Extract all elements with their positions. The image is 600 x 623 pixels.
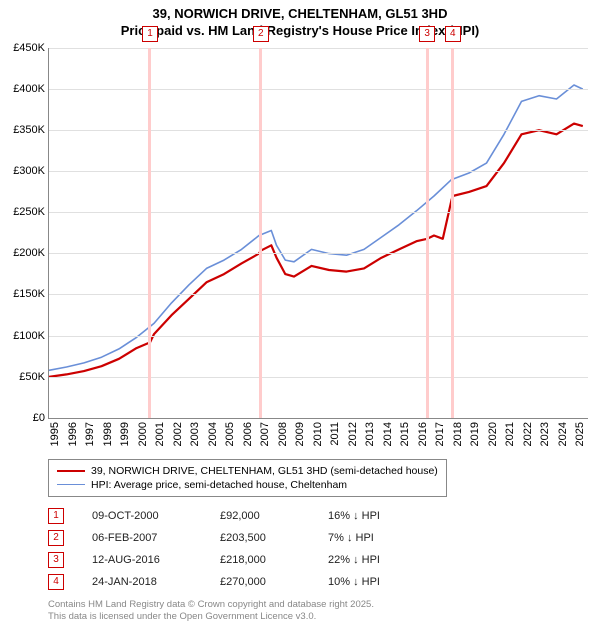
x-axis-label: 2020	[487, 422, 499, 446]
legend-item: HPI: Average price, semi-detached house,…	[57, 478, 438, 492]
legend-label: 39, NORWICH DRIVE, CHELTENHAM, GL51 3HD …	[91, 465, 438, 477]
x-axis-label: 2015	[399, 422, 411, 446]
chart-svg	[49, 48, 588, 418]
sale-marker-line	[148, 48, 151, 418]
sales-price: £218,000	[220, 554, 300, 566]
x-axis-label: 2003	[189, 422, 201, 446]
sales-row: 2 06-FEB-2007 £203,500 7% ↓ HPI	[48, 527, 600, 549]
sales-hpi-diff: 7% ↓ HPI	[328, 532, 418, 544]
sales-price: £270,000	[220, 576, 300, 588]
x-axis-label: 2023	[539, 422, 551, 446]
gridline	[49, 377, 588, 378]
x-axis-label: 2004	[207, 422, 219, 446]
y-axis-label: £350K	[13, 124, 45, 136]
x-axis-label: 2008	[277, 422, 289, 446]
gridline	[49, 212, 588, 213]
y-axis-label: £400K	[13, 83, 45, 95]
x-axis-label: 2011	[329, 422, 341, 446]
footnote-line-1: Contains HM Land Registry data © Crown c…	[48, 599, 600, 611]
y-axis-label: £300K	[13, 165, 45, 177]
x-axis-label: 1996	[67, 422, 79, 446]
sales-date: 09-OCT-2000	[92, 510, 192, 522]
sales-price: £92,000	[220, 510, 300, 522]
chart-title: 39, NORWICH DRIVE, CHELTENHAM, GL51 3HD …	[0, 0, 600, 40]
footnote: Contains HM Land Registry data © Crown c…	[48, 599, 600, 623]
y-axis-label: £50K	[19, 371, 45, 383]
legend-swatch	[57, 484, 85, 485]
x-axis-label: 1997	[84, 422, 96, 446]
x-axis-label: 2025	[574, 422, 586, 446]
x-axis-label: 2009	[294, 422, 306, 446]
x-axis-label: 2012	[347, 422, 359, 446]
x-axis-label: 2007	[259, 422, 271, 446]
x-axis-label: 1998	[102, 422, 114, 446]
gridline	[49, 336, 588, 337]
sales-hpi-diff: 22% ↓ HPI	[328, 554, 418, 566]
x-axis-label: 2024	[557, 422, 569, 446]
x-axis-label: 2005	[224, 422, 236, 446]
x-axis-label: 2010	[312, 422, 324, 446]
sales-hpi-diff: 10% ↓ HPI	[328, 576, 418, 588]
sales-date: 06-FEB-2007	[92, 532, 192, 544]
legend-swatch	[57, 470, 85, 472]
x-axis-label: 2022	[522, 422, 534, 446]
sale-marker-line	[259, 48, 262, 418]
y-axis-label: £450K	[13, 42, 45, 54]
x-axis-label: 2018	[452, 422, 464, 446]
x-axis-label: 2013	[364, 422, 376, 446]
sale-marker-line	[451, 48, 454, 418]
x-axis-label: 2006	[242, 422, 254, 446]
sales-row: 4 24-JAN-2018 £270,000 10% ↓ HPI	[48, 571, 600, 593]
gridline	[49, 253, 588, 254]
x-axis-label: 2019	[469, 422, 481, 446]
chart-plot-area: £0£50K£100K£150K£200K£250K£300K£350K£400…	[48, 48, 588, 419]
sales-table: 1 09-OCT-2000 £92,000 16% ↓ HPI 2 06-FEB-2007…	[48, 505, 600, 593]
footnote-line-2: This data is licensed under the Open Gov…	[48, 611, 600, 623]
sale-marker-badge: 1	[142, 26, 158, 42]
sales-date: 24-JAN-2018	[92, 576, 192, 588]
chart-legend: 39, NORWICH DRIVE, CHELTENHAM, GL51 3HD …	[48, 459, 447, 497]
y-axis-label: £250K	[13, 206, 45, 218]
gridline	[49, 48, 588, 49]
gridline	[49, 89, 588, 90]
sales-marker-badge: 4	[48, 574, 64, 590]
sales-marker-badge: 2	[48, 530, 64, 546]
y-axis-label: £150K	[13, 288, 45, 300]
sales-price: £203,500	[220, 532, 300, 544]
x-axis-label: 2021	[504, 422, 516, 446]
sales-date: 12-AUG-2016	[92, 554, 192, 566]
legend-label: HPI: Average price, semi-detached house,…	[91, 479, 347, 491]
x-axis-label: 1999	[119, 422, 131, 446]
sales-hpi-diff: 16% ↓ HPI	[328, 510, 418, 522]
sales-marker-badge: 1	[48, 508, 64, 524]
sale-marker-badge: 3	[419, 26, 435, 42]
x-axis-label: 2016	[417, 422, 429, 446]
sales-row: 1 09-OCT-2000 £92,000 16% ↓ HPI	[48, 505, 600, 527]
x-axis-label: 2000	[137, 422, 149, 446]
sale-marker-badge: 4	[445, 26, 461, 42]
y-axis-label: £100K	[13, 330, 45, 342]
sales-marker-badge: 3	[48, 552, 64, 568]
title-line-1: 39, NORWICH DRIVE, CHELTENHAM, GL51 3HD	[0, 6, 600, 23]
gridline	[49, 171, 588, 172]
sale-marker-line	[426, 48, 429, 418]
x-axis-label: 1995	[49, 422, 61, 446]
y-axis-label: £0	[33, 412, 45, 424]
x-axis-label: 2001	[154, 422, 166, 446]
legend-item: 39, NORWICH DRIVE, CHELTENHAM, GL51 3HD …	[57, 464, 438, 478]
gridline	[49, 130, 588, 131]
x-axis-label: 2014	[382, 422, 394, 446]
sales-row: 3 12-AUG-2016 £218,000 22% ↓ HPI	[48, 549, 600, 571]
sale-marker-badge: 2	[253, 26, 269, 42]
x-axis-label: 2002	[172, 422, 184, 446]
x-axis-label: 2017	[434, 422, 446, 446]
y-axis-label: £200K	[13, 247, 45, 259]
chart-series-line	[49, 85, 583, 370]
gridline	[49, 294, 588, 295]
title-line-2: Price paid vs. HM Land Registry's House …	[0, 23, 600, 40]
